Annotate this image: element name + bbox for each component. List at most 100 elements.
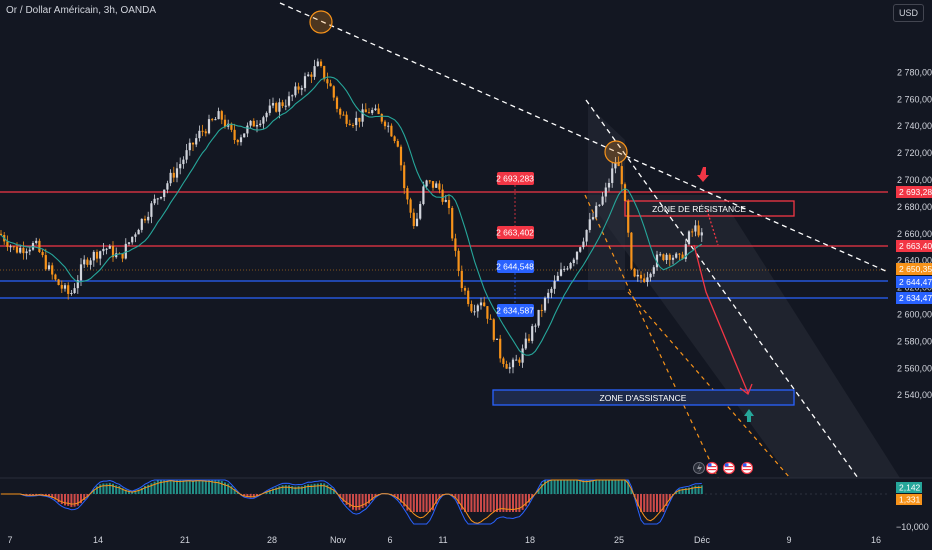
main-trendline[interactable] bbox=[279, 2, 889, 273]
macd-bar bbox=[323, 483, 326, 494]
currency-button[interactable]: USD bbox=[893, 4, 924, 22]
candle-body bbox=[47, 265, 51, 270]
candle-body bbox=[492, 319, 495, 340]
macd-bar bbox=[537, 488, 540, 494]
macd-bar bbox=[476, 494, 479, 512]
candle-body bbox=[428, 180, 431, 182]
macd-bar bbox=[67, 494, 70, 506]
candle-body bbox=[287, 96, 291, 106]
candle-body bbox=[175, 168, 179, 178]
macd-bar bbox=[313, 483, 316, 494]
macd-bar bbox=[352, 494, 354, 510]
candle-body bbox=[284, 105, 287, 107]
price-tick-label: 2 600,000 bbox=[897, 310, 932, 320]
candle-body bbox=[278, 102, 281, 112]
macd-bar bbox=[121, 488, 124, 494]
candle-body bbox=[60, 285, 63, 289]
candle-body bbox=[383, 121, 387, 127]
us-flag-icon[interactable] bbox=[722, 461, 736, 475]
time-tick-label: Déc bbox=[694, 535, 711, 545]
macd-bar bbox=[316, 483, 319, 494]
price-tick-label: 2 780,000 bbox=[897, 67, 932, 77]
macd-bar bbox=[268, 490, 271, 494]
us-flag-icon[interactable] bbox=[705, 461, 719, 475]
macd-bar bbox=[307, 484, 310, 494]
macd-bar bbox=[204, 480, 207, 494]
level-badge-3: 2 644,548 bbox=[496, 260, 534, 273]
macd-bar bbox=[272, 488, 274, 494]
candle-body bbox=[572, 259, 575, 264]
macd-bar bbox=[585, 480, 588, 494]
candle-body bbox=[361, 109, 364, 122]
macd-bar bbox=[656, 494, 658, 512]
macd-bar bbox=[406, 494, 409, 511]
macd-bar bbox=[563, 480, 566, 494]
macd-bar bbox=[188, 480, 191, 494]
macd-bar bbox=[569, 480, 572, 494]
candle-body bbox=[524, 338, 527, 349]
channel-mid-line[interactable] bbox=[627, 291, 791, 479]
macd-bar bbox=[291, 486, 294, 494]
level-badge-4: 2 634,587 bbox=[496, 304, 534, 317]
macd-bar bbox=[422, 494, 425, 512]
resistance-zone[interactable] bbox=[624, 200, 795, 217]
macd-bar bbox=[630, 487, 633, 494]
candle-body bbox=[393, 136, 396, 142]
macd-bar bbox=[425, 494, 428, 512]
candle-body bbox=[83, 259, 86, 265]
macd-bar bbox=[684, 488, 687, 494]
up-arrow-icon bbox=[744, 409, 754, 422]
candle-body bbox=[563, 268, 566, 270]
macd-bar bbox=[483, 494, 486, 512]
price-axis[interactable]: 2 780,000 2 760,000 2 740,000 2 720,000 2 70… bbox=[897, 67, 932, 400]
candle-body bbox=[380, 114, 383, 122]
us-flag-icon[interactable] bbox=[740, 461, 754, 475]
macd-bar bbox=[92, 489, 95, 494]
level-badge-1: 2 693,283 bbox=[496, 172, 534, 185]
macd-bar bbox=[198, 480, 201, 494]
lightning-icon[interactable] bbox=[693, 462, 705, 474]
candle-body bbox=[0, 233, 3, 235]
macd-bar bbox=[201, 480, 204, 494]
support-zone[interactable] bbox=[492, 389, 795, 406]
time-tick-label: 6 bbox=[387, 535, 392, 545]
candle-body bbox=[579, 247, 582, 252]
macd-bar bbox=[640, 494, 642, 512]
macd-bar bbox=[524, 494, 527, 507]
candle-body bbox=[131, 236, 134, 243]
candle-body bbox=[198, 130, 201, 139]
candle-body bbox=[63, 285, 67, 289]
macd-bar bbox=[492, 494, 495, 512]
candle-body bbox=[447, 200, 451, 208]
candle-body bbox=[377, 108, 380, 115]
candle-body bbox=[518, 359, 521, 363]
candle-body bbox=[633, 268, 636, 277]
candle-body bbox=[495, 338, 499, 340]
down-arrow-icon bbox=[697, 167, 709, 182]
candle-body bbox=[233, 129, 236, 141]
candle-body bbox=[281, 102, 284, 106]
macd-bar bbox=[588, 480, 591, 494]
candle-body bbox=[169, 172, 172, 184]
macd-bar bbox=[592, 480, 594, 494]
macd-bar bbox=[329, 486, 332, 494]
svg-text:2 650,350: 2 650,350 bbox=[899, 264, 932, 274]
candle-body bbox=[521, 348, 524, 363]
macd-bar bbox=[412, 494, 415, 512]
macd-bar bbox=[153, 481, 156, 494]
macd-bar bbox=[416, 494, 418, 512]
candle-body bbox=[307, 74, 310, 77]
macd-bar bbox=[326, 484, 329, 494]
candle-body bbox=[9, 246, 12, 248]
candle-body bbox=[358, 117, 361, 122]
macd-bar bbox=[60, 494, 63, 505]
macd-bar bbox=[473, 494, 476, 512]
macd-bar bbox=[611, 480, 614, 494]
channel-upper-line[interactable] bbox=[585, 99, 859, 479]
time-axis[interactable]: 7 14 21 28 Nov 6 11 18 25 Déc 9 16 bbox=[7, 535, 881, 545]
candle-body bbox=[28, 249, 31, 252]
macd-bar bbox=[118, 486, 121, 494]
candle-body bbox=[515, 359, 518, 361]
macd-bar bbox=[355, 494, 358, 511]
